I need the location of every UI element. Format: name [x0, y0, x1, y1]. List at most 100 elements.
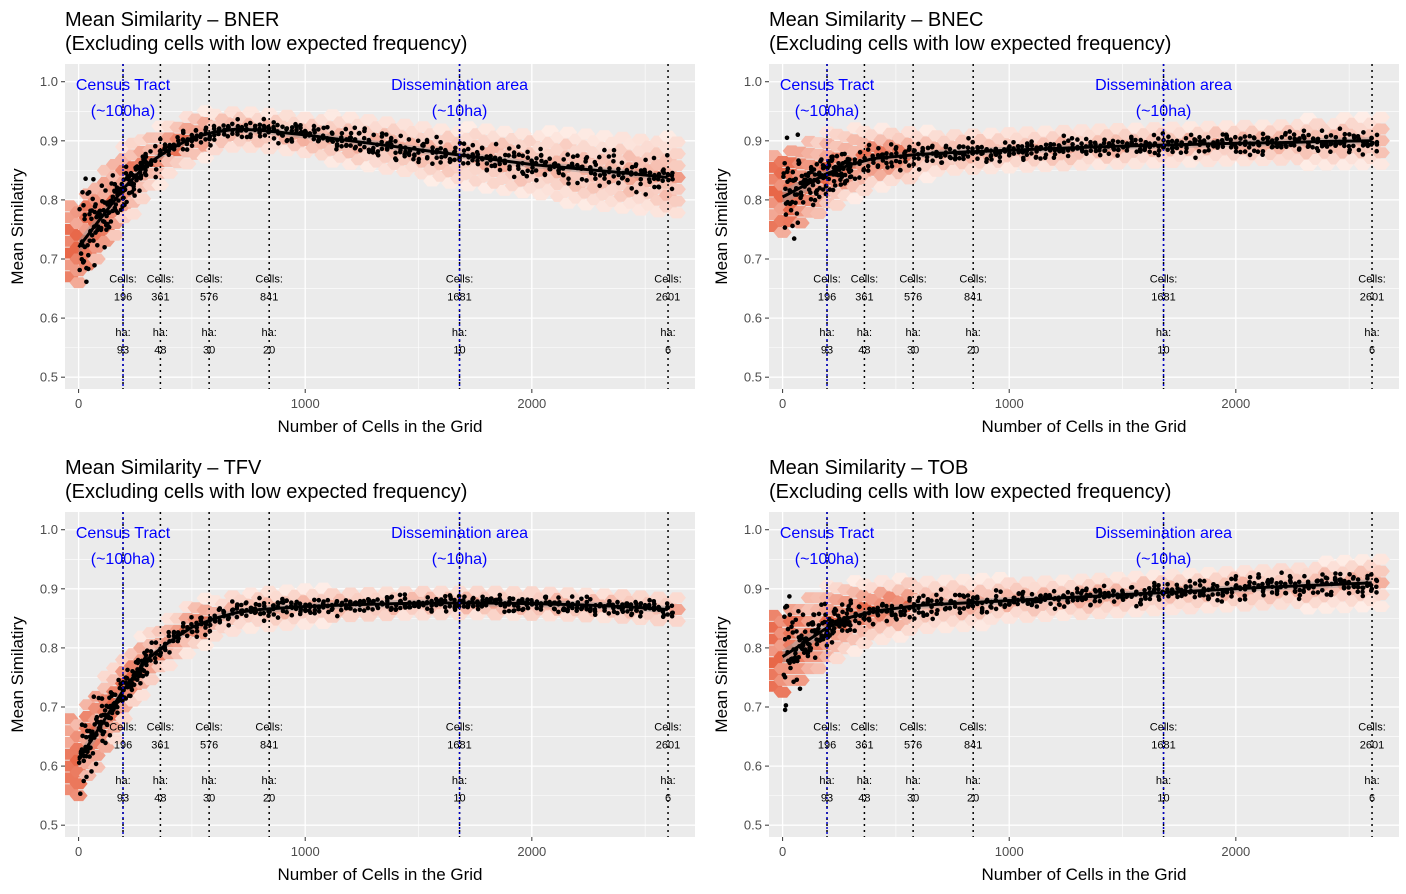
scatter-point: [847, 620, 852, 625]
scatter-point: [1029, 591, 1035, 597]
annotation-ha-label: ha:: [966, 775, 981, 787]
scatter-point: [1284, 144, 1289, 150]
scatter-point: [166, 633, 172, 639]
scatter-point: [802, 629, 808, 634]
scatter-point: [1021, 155, 1026, 161]
scatter-point: [1111, 599, 1117, 604]
scatter-point: [534, 605, 540, 611]
scatter-point: [800, 200, 806, 205]
annotation-ha-label: ha:: [966, 327, 981, 339]
scatter-point: [406, 152, 412, 158]
annotation-cells-label: Cells:: [1150, 722, 1178, 734]
scatter-point: [848, 168, 854, 173]
scatter-point: [84, 774, 89, 780]
annotation-ha-value: 30: [907, 793, 919, 805]
scatter-point: [629, 164, 635, 170]
scatter-point: [788, 665, 793, 671]
scatter-point: [814, 641, 820, 647]
scatter-point: [857, 175, 862, 180]
scatter-point: [1306, 132, 1311, 138]
scatter-point: [1256, 575, 1261, 580]
scatter-point: [99, 696, 105, 701]
scatter-point: [800, 612, 806, 617]
y-tick-label: 0.7: [744, 252, 762, 267]
scatter-point: [94, 719, 100, 724]
scatter-point: [1260, 131, 1266, 137]
scatter-point: [871, 160, 876, 165]
scatter-point: [511, 608, 517, 613]
scatter-point: [452, 157, 457, 163]
annotation-ha-label: ha:: [819, 775, 834, 787]
scatter-point: [1097, 587, 1102, 593]
scatter-point: [831, 629, 836, 635]
scatter-point: [948, 598, 954, 604]
scatter-point: [398, 605, 403, 611]
annotation-ha-value: 48: [154, 793, 166, 805]
annotation-cells-label: Cells:: [1150, 274, 1178, 286]
scatter-point: [592, 607, 598, 612]
annotation-ha-value: 20: [967, 345, 979, 357]
scatter-point: [361, 135, 367, 141]
annotation-cells-value: 841: [964, 739, 982, 751]
scatter-point: [353, 144, 359, 150]
scatter-point: [956, 145, 962, 150]
scatter-point: [92, 263, 97, 268]
scatter-point: [794, 677, 800, 683]
hex-bin: [196, 152, 215, 164]
scatter-point: [1247, 152, 1253, 158]
scatter-point: [184, 633, 190, 639]
annotation-ha-label: ha:: [452, 327, 467, 339]
hex-bin: [160, 660, 179, 672]
y-axis-title: Mean Similatiry: [8, 168, 27, 285]
scatter-point: [1310, 145, 1315, 150]
scatter-point: [856, 620, 862, 626]
scatter-point: [1215, 597, 1220, 603]
scatter-point: [795, 658, 800, 664]
scatter-point: [95, 227, 100, 233]
annotation-cells-label: Cells:: [813, 274, 841, 286]
scatter-point: [1057, 602, 1062, 608]
scatter-point: [433, 596, 439, 602]
y-axis-title: Mean Similatiry: [712, 168, 731, 285]
scatter-point: [1124, 148, 1130, 153]
y-tick-label: 0.6: [744, 311, 762, 326]
hex-bin: [1371, 601, 1390, 612]
scatter-point: [1011, 151, 1017, 156]
scatter-point: [814, 162, 820, 167]
scatter-point: [83, 176, 88, 181]
scatter-point: [1292, 589, 1298, 594]
scatter-point: [638, 614, 643, 619]
hex-bin: [96, 741, 115, 753]
scatter-point: [965, 593, 971, 598]
annotation-ha-label: ha:: [201, 775, 216, 787]
annotation-cells-value: 361: [151, 291, 169, 303]
annotation-cells-label: Cells:: [899, 274, 927, 286]
scatter-point: [897, 167, 903, 173]
y-tick-label: 0.7: [744, 700, 762, 715]
scatter-point: [1202, 149, 1207, 154]
scatter-point: [339, 131, 345, 136]
scatter-point: [817, 185, 822, 191]
scatter-point: [529, 158, 534, 163]
scatter-point: [1152, 150, 1158, 156]
scatter-point: [81, 258, 87, 264]
scatter-point: [907, 598, 912, 603]
scatter-point: [1360, 593, 1366, 599]
scatter-point: [102, 245, 107, 250]
scatter-point: [643, 157, 648, 163]
scatter-point: [875, 163, 881, 168]
scatter-point: [167, 650, 172, 655]
hex-bin: [667, 148, 686, 160]
scatter-point: [783, 703, 789, 708]
scatter-point: [216, 126, 222, 131]
scatter-point: [1101, 583, 1107, 589]
scatter-point: [1320, 588, 1325, 593]
scatter-point: [893, 612, 898, 617]
scatter-point: [930, 616, 935, 622]
scatter-point: [1016, 591, 1021, 596]
scatter-point: [808, 646, 814, 651]
scatter-point: [796, 609, 801, 614]
scatter-point: [997, 159, 1002, 164]
scatter-point: [625, 609, 630, 614]
annotation-ha-value: 6: [665, 793, 671, 805]
